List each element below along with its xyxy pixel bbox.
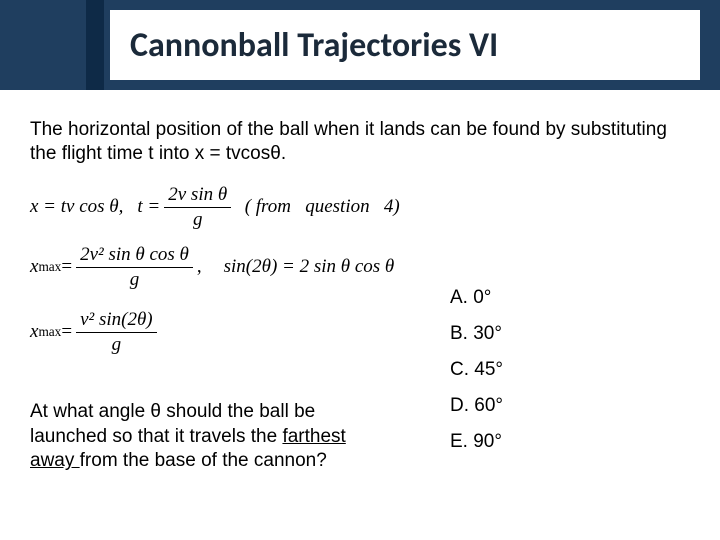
answer-b: B. 30° [450,316,503,352]
title-container: Cannonball Trajectories VI [110,10,700,80]
content-area: The horizontal position of the ball when… [0,90,720,374]
header-accent-stripe [86,0,104,90]
answer-c: C. 45° [450,352,503,388]
question-text: At what angle θ should the ball be launc… [30,400,390,474]
eq1-tail: ( from question 4) [235,196,399,218]
eq2-numerator: 2v² sin θ cos θ [76,244,193,268]
eq3-numerator: v² sin(2θ) [76,309,157,333]
equations-block: x = tv cos θ, t = 2v sin θ g ( from ques… [30,184,690,374]
equation-1: x = tv cos θ, t = 2v sin θ g ( from ques… [30,184,400,231]
eq1-part2: t = [137,196,160,218]
eq1-numerator: 2v sin θ [164,184,231,208]
eq2-denominator: g [126,268,144,291]
eq2-identity: sin(2θ) = 2 sin θ cos θ [224,256,395,278]
eq2-fraction: 2v² sin θ cos θ g [76,244,193,291]
equation-3: xmax = v² sin(2θ) g [30,309,161,356]
answer-d: D. 60° [450,388,503,424]
answer-a: A. 0° [450,280,503,316]
question-part2: from the base of the cannon? [80,450,327,471]
eq3-fraction: v² sin(2θ) g [76,309,157,356]
eq3-denominator: g [108,333,126,356]
eq2-equals: = [61,256,72,278]
eq2-comma: , [197,256,202,278]
eq1-part1: x = tv cos θ, [30,196,123,218]
eq3-equals: = [61,321,72,343]
question-part1: At what angle θ should the ball be launc… [30,401,315,447]
answer-options: A. 0° B. 30° C. 45° D. 60° E. 90° [450,280,503,460]
equation-2: xmax = 2v² sin θ cos θ g , sin(2θ) = 2 s… [30,244,394,291]
eq1-denominator: g [189,208,207,231]
eq2-sub: max [38,259,61,275]
slide-title: Cannonball Trajectories VI [130,25,498,66]
eq3-sub: max [38,324,61,340]
header-band: Cannonball Trajectories VI [0,0,720,90]
eq3-lhs: x [30,321,38,343]
eq2-lhs: x [30,256,38,278]
intro-text: The horizontal position of the ball when… [30,118,690,166]
eq1-fraction: 2v sin θ g [164,184,231,231]
answer-e: E. 90° [450,424,503,460]
